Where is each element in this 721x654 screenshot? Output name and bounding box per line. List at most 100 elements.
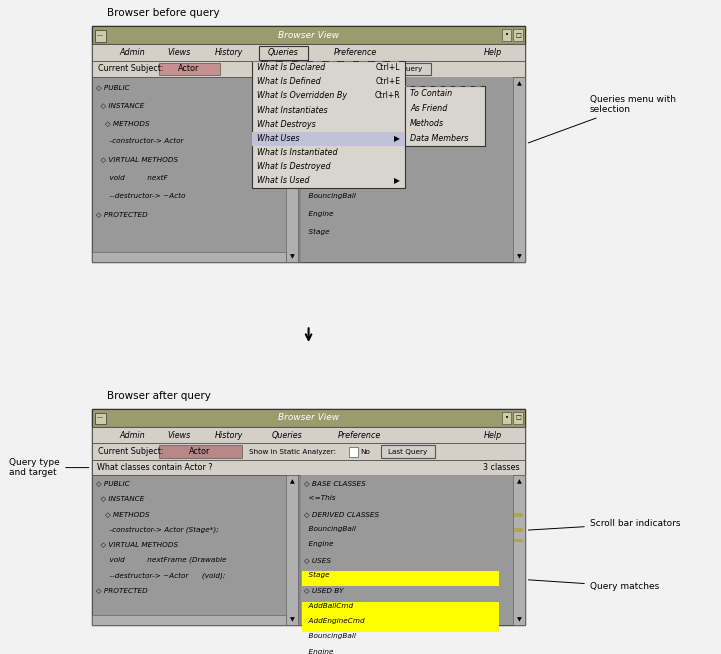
Bar (252, 131, 405, 146)
Text: What Is Used: What Is Used (257, 177, 310, 186)
Text: ◇ PUBLIC: ◇ PUBLIC (96, 84, 130, 90)
Text: Show in Static Analyzer:: Show in Static Analyzer: (249, 449, 337, 455)
Text: AddBal: AddBal (304, 156, 335, 162)
Text: ▶: ▶ (394, 134, 400, 143)
Bar (301, 475, 513, 625)
Text: Preference: Preference (334, 48, 377, 57)
Bar (298, 77, 301, 262)
Text: ◇ INSTANCE: ◇ INSTANCE (96, 102, 144, 108)
Text: As Friend: As Friend (410, 103, 448, 112)
Bar (502, 412, 511, 424)
Bar (92, 61, 525, 77)
Text: Actor: Actor (189, 447, 211, 456)
Text: Browser View: Browser View (278, 413, 339, 422)
Text: void          nextFrame (Drawable: void nextFrame (Drawable (96, 557, 226, 563)
Text: Browser after query: Browser after query (107, 391, 211, 401)
Text: AddEngineCmd: AddEngineCmd (304, 618, 365, 624)
Bar (381, 445, 435, 458)
Text: --destructor-> ~Acto: --destructor-> ~Acto (96, 193, 185, 199)
Text: What Is Declared: What Is Declared (257, 63, 326, 72)
Bar (302, 617, 499, 632)
Bar (302, 572, 499, 586)
Text: AddBallCmd: AddBallCmd (304, 603, 353, 609)
Text: Query type
and target: Query type and target (9, 458, 89, 477)
Text: ▲: ▲ (290, 479, 294, 484)
Text: Admin: Admin (119, 48, 145, 57)
Text: ◇ METHODS: ◇ METHODS (96, 120, 149, 126)
Text: BouncingBall: BouncingBall (304, 526, 356, 532)
Bar (329, 64, 340, 74)
Text: ▶: ▶ (394, 177, 400, 186)
Bar (92, 44, 525, 61)
Bar (286, 475, 298, 625)
Text: Views: Views (167, 431, 190, 439)
Text: SSES: SSES (304, 84, 327, 90)
Bar (252, 61, 405, 188)
Text: No: No (360, 449, 371, 455)
Text: ▲: ▲ (517, 479, 521, 484)
Text: Data Members: Data Members (410, 133, 469, 143)
Bar (298, 475, 301, 625)
Text: ◇ VIRTUAL METHODS: ◇ VIRTUAL METHODS (96, 542, 178, 547)
Bar (92, 460, 525, 475)
Text: What Is Overridden By: What Is Overridden By (257, 92, 348, 101)
Text: ◇ DERIVED CLASSES: ◇ DERIVED CLASSES (304, 511, 379, 517)
Text: Ctrl+L: Ctrl+L (376, 63, 400, 72)
Text: ◇ USED BY: ◇ USED BY (304, 587, 344, 593)
Bar (92, 615, 286, 625)
Text: ◇ METHODS: ◇ METHODS (96, 511, 149, 517)
Bar (513, 475, 525, 625)
Text: Queries menu with
selection: Queries menu with selection (528, 95, 676, 143)
Text: Scroll bar indicators: Scroll bar indicators (528, 519, 681, 530)
Text: Admin: Admin (119, 431, 145, 439)
Text: What Is Destroyed: What Is Destroyed (257, 162, 331, 171)
Text: ◇ USES: ◇ USES (304, 557, 331, 562)
Text: —: — (97, 33, 103, 38)
Text: Browser View: Browser View (278, 31, 339, 40)
Bar (514, 513, 523, 517)
Text: ▼: ▼ (517, 254, 521, 259)
Text: Ctrl+R: Ctrl+R (374, 92, 400, 101)
Text: yzer:: yzer: (298, 66, 316, 72)
Text: ◇ PUBLIC: ◇ PUBLIC (96, 480, 130, 486)
Text: Queries: Queries (272, 431, 302, 439)
Text: Help: Help (483, 48, 502, 57)
Bar (301, 77, 513, 262)
Text: •: • (505, 415, 509, 421)
Text: Queries: Queries (268, 48, 298, 57)
Text: BouncingBall: BouncingBall (304, 633, 356, 640)
Text: <=This: <=This (304, 495, 336, 502)
Text: What Destroys: What Destroys (257, 120, 316, 129)
Text: Engine: Engine (304, 211, 334, 217)
Bar (405, 86, 485, 146)
Bar (92, 409, 525, 625)
Text: ▲: ▲ (517, 81, 521, 86)
Bar (92, 252, 286, 262)
Text: Last Query: Last Query (388, 449, 427, 455)
Text: ◇ PROTECTED: ◇ PROTECTED (96, 587, 148, 593)
Text: ◇ PROTECTED: ◇ PROTECTED (96, 211, 148, 217)
Bar (159, 63, 220, 75)
Text: -constructor-> Actor (Stage*);: -constructor-> Actor (Stage*); (96, 526, 218, 532)
Text: Help: Help (483, 431, 502, 439)
Text: What Is Instantiated: What Is Instantiated (257, 148, 338, 157)
Text: •: • (505, 32, 509, 39)
Text: What classes contain Actor ?: What classes contain Actor ? (97, 463, 213, 472)
Text: BouncingBall: BouncingBall (304, 193, 356, 199)
Text: CLASSES: CLASSES (304, 120, 341, 126)
Bar (349, 447, 358, 457)
Bar (95, 413, 106, 424)
Text: ◇ VIRTUAL METHODS: ◇ VIRTUAL METHODS (96, 156, 178, 162)
Bar (95, 30, 106, 42)
Bar (513, 29, 523, 41)
Bar (373, 63, 431, 75)
Text: What Uses: What Uses (257, 134, 300, 143)
Bar (92, 409, 525, 427)
Bar (92, 77, 525, 262)
Text: Preference: Preference (337, 431, 381, 439)
Bar (502, 29, 511, 41)
Text: Views: Views (167, 48, 190, 57)
Text: Query matches: Query matches (528, 580, 659, 591)
Text: ▼: ▼ (290, 254, 294, 259)
Text: 3 classes: 3 classes (483, 463, 520, 472)
